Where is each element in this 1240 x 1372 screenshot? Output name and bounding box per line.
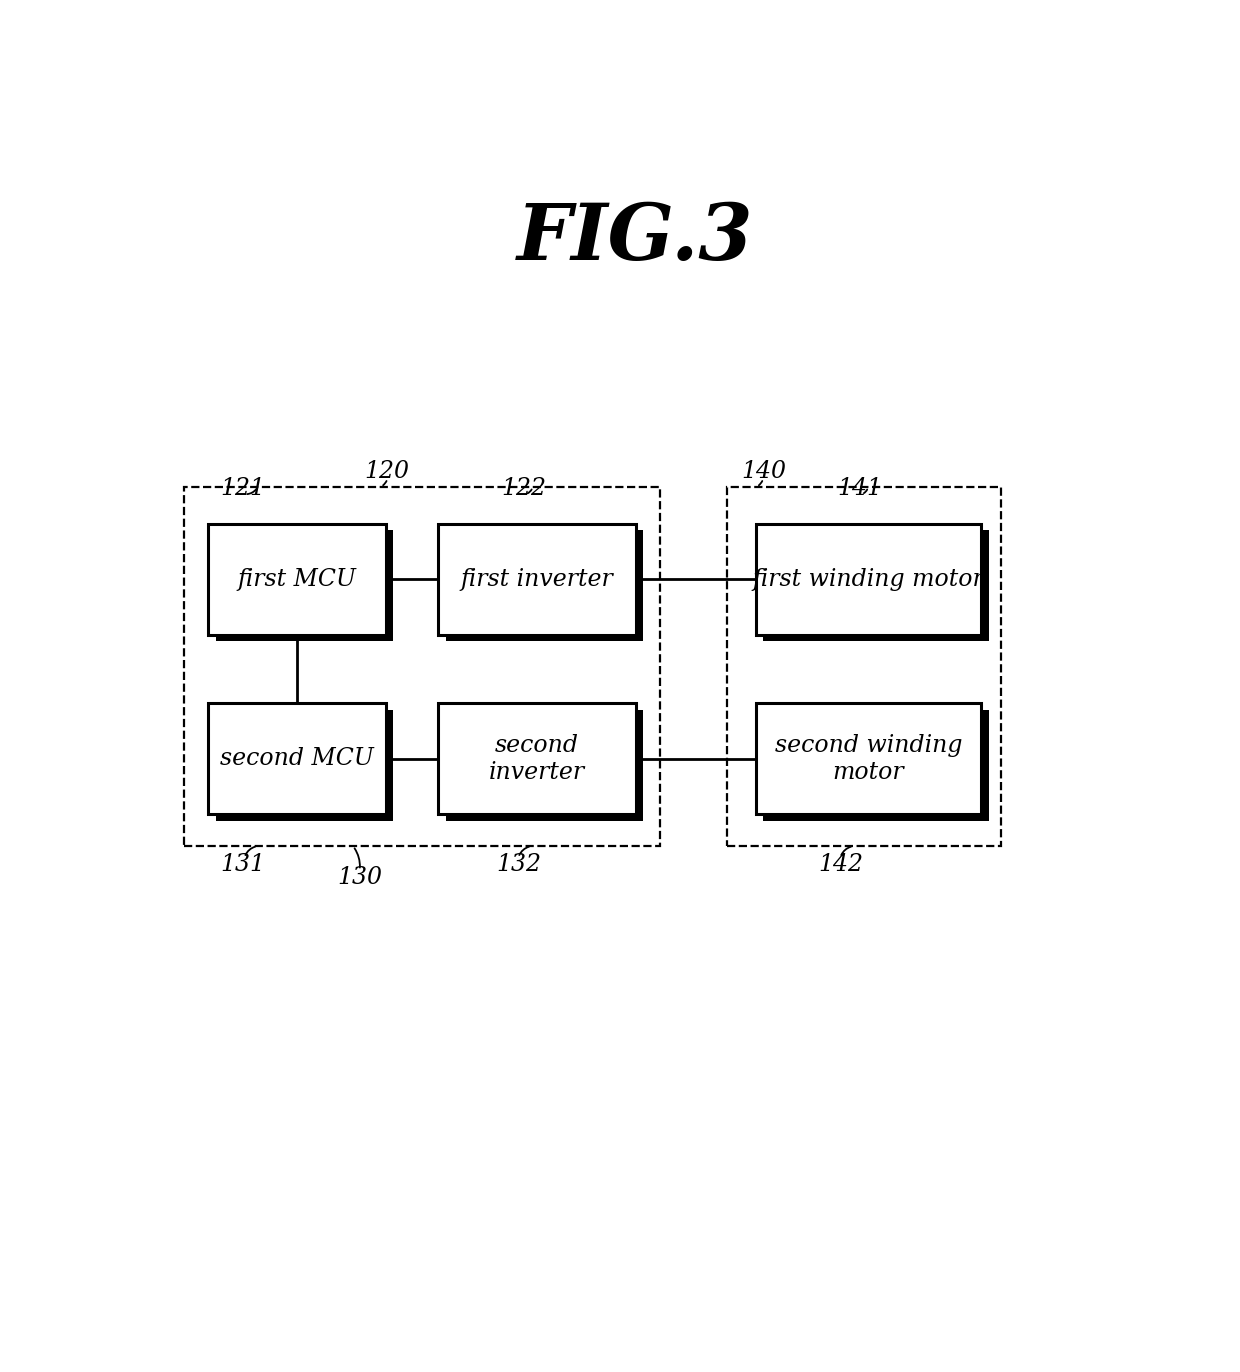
Text: 122: 122: [501, 477, 546, 501]
Bar: [446, 709, 644, 820]
Text: 141: 141: [837, 477, 883, 501]
Bar: [184, 487, 660, 847]
Bar: [764, 530, 990, 641]
Text: first inverter: first inverter: [460, 568, 614, 591]
Text: second MCU: second MCU: [219, 748, 373, 771]
Bar: [208, 704, 386, 815]
Text: first MCU: first MCU: [237, 568, 356, 591]
Text: 130: 130: [337, 866, 383, 889]
Bar: [216, 530, 393, 641]
Text: 132: 132: [496, 852, 541, 875]
Bar: [764, 709, 990, 820]
Bar: [446, 530, 644, 641]
Bar: [755, 704, 982, 815]
Text: first winding motor: first winding motor: [753, 568, 985, 591]
Bar: [208, 524, 386, 635]
Bar: [727, 487, 1001, 847]
Text: 121: 121: [221, 477, 265, 501]
Bar: [439, 524, 635, 635]
Text: 140: 140: [742, 460, 786, 483]
Text: 142: 142: [818, 852, 863, 875]
Bar: [755, 524, 982, 635]
Bar: [216, 709, 393, 820]
Text: second winding
motor: second winding motor: [775, 734, 962, 783]
Text: FIG.3: FIG.3: [517, 200, 754, 277]
Text: second
inverter: second inverter: [489, 734, 585, 783]
Text: 120: 120: [365, 460, 409, 483]
Bar: [439, 704, 635, 815]
Text: 131: 131: [221, 852, 265, 875]
